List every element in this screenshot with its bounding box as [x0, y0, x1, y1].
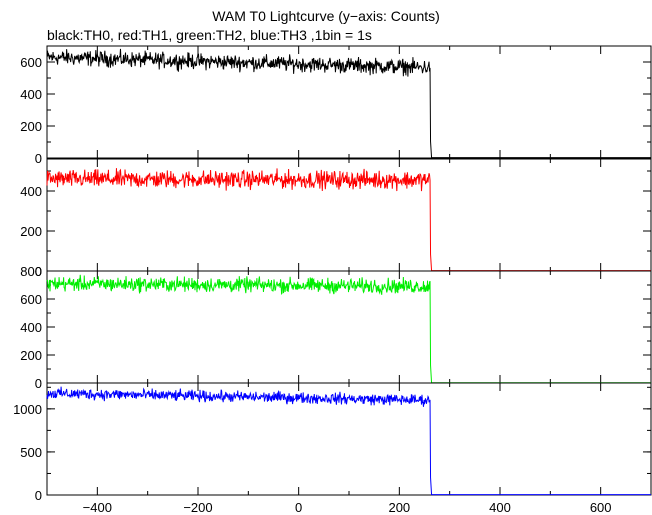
series-line-th1 — [46, 168, 651, 272]
y-tick-label-th2: 200 — [20, 348, 42, 363]
chart-subtitle: black:TH0, red:TH1, green:TH2, blue:TH3 … — [47, 27, 372, 43]
x-tick-label: 0 — [295, 500, 302, 515]
x-tick-label: 600 — [590, 500, 612, 515]
y-tick-label-th2: 400 — [20, 320, 42, 335]
y-tick-label-th2: 800 — [20, 264, 42, 279]
series-line-th2 — [46, 274, 651, 384]
x-tick-label: −400 — [83, 500, 112, 515]
y-tick-label-th0: 600 — [20, 55, 42, 70]
x-tick-label: 200 — [388, 500, 410, 515]
y-tick-label-th2: 0 — [35, 376, 42, 391]
series-line-th0 — [46, 48, 651, 159]
y-tick-label-th0: 200 — [20, 119, 42, 134]
y-tick-label-th1: 400 — [20, 184, 42, 199]
x-tick-label: 400 — [489, 500, 511, 515]
y-tick-label-th3: 1000 — [13, 402, 42, 417]
panel-frame-th3 — [46, 382, 652, 496]
y-tick-label-th0: 0 — [35, 151, 42, 166]
y-tick-label-th2: 600 — [20, 292, 42, 307]
chart-title: WAM T0 Lightcurve (y−axis: Counts) — [212, 8, 440, 24]
y-tick-label-th1: 200 — [20, 224, 42, 239]
y-tick-label-th1: 0 — [35, 264, 42, 279]
y-tick-label-th3: 0 — [35, 488, 42, 503]
y-tick-label-th3: 500 — [20, 445, 42, 460]
y-tick-label-th0: 400 — [20, 87, 42, 102]
series-line-th3 — [46, 386, 651, 496]
x-tick-label: −200 — [183, 500, 212, 515]
panel-frame-th1 — [46, 158, 652, 272]
